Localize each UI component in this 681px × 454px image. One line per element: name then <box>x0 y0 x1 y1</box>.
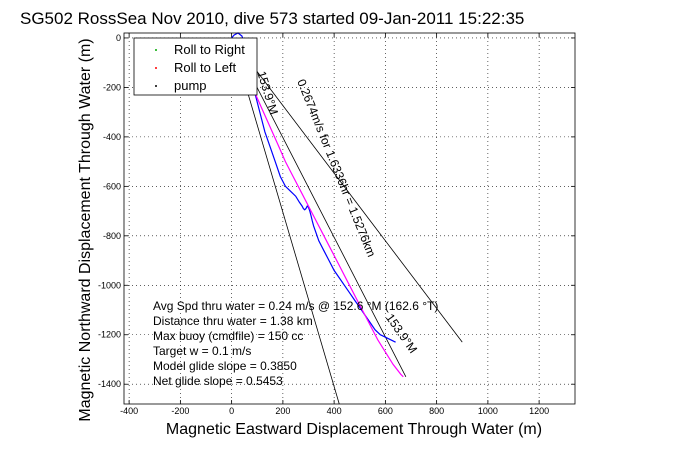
x-tick-label: 800 <box>429 406 444 416</box>
x-tick-label: 200 <box>275 406 290 416</box>
reference-lines <box>231 37 463 405</box>
y-tick-label: -200 <box>103 82 121 92</box>
y-tick-label: -1000 <box>98 280 121 290</box>
stat-line-2: Max buoy (cmdfile) = 150 cc <box>153 329 303 343</box>
reference-line-c <box>231 37 407 377</box>
y-tick-label: -1400 <box>98 379 121 389</box>
stat-line-3: Target w = 0.1 m/s <box>153 344 251 358</box>
legend-marker-roll-left <box>155 67 157 69</box>
x-tick-label: 1200 <box>529 406 549 416</box>
y-tick-label: -600 <box>103 181 121 191</box>
x-tick-label: 400 <box>327 406 342 416</box>
x-tick-label: 0 <box>229 406 234 416</box>
legend: Roll to Right Roll to Left pump <box>133 37 258 96</box>
legend-label-roll-right: Roll to Right <box>174 42 245 57</box>
x-axis-title: Magnetic Eastward Displacement Through W… <box>166 421 542 438</box>
stat-line-0: Avg Spd thru water = 0.24 m/s @ 152.6 °M… <box>153 299 438 313</box>
y-tick-label: 0 <box>116 33 121 43</box>
legend-label-roll-left: Roll to Left <box>174 60 237 75</box>
y-tick-label: -1200 <box>98 330 121 340</box>
series <box>231 32 404 378</box>
x-tick-label: 1000 <box>478 406 498 416</box>
chart-title: SG502 RossSea Nov 2010, dive 573 started… <box>20 9 524 28</box>
reference-line-b <box>231 37 463 343</box>
ticks: -400 -200 0 200 400 600 800 1000 1200 0 -200 -400 -6… <box>98 33 575 416</box>
legend-marker-roll-right <box>155 49 157 51</box>
legend-label-pump: pump <box>174 78 207 93</box>
series-line-1 <box>232 40 404 378</box>
plot-frame <box>123 32 576 405</box>
y-tick-label: -800 <box>103 231 121 241</box>
stat-line-4: Model glide slope = 0.3850 <box>153 359 297 373</box>
x-tick-label: 600 <box>378 406 393 416</box>
x-tick-label: -400 <box>120 406 138 416</box>
stat-line-1: Distance thru water = 1.38 km <box>153 314 313 328</box>
y-tick-label: -400 <box>103 132 121 142</box>
y-axis-title: Magnetic Northward Displacement Through … <box>77 38 94 421</box>
x-tick-label: -200 <box>171 406 189 416</box>
reference-line-a <box>231 37 340 405</box>
stat-line-5: Net glide slope = 0.5453 <box>153 374 283 388</box>
stats-block: Avg Spd thru water = 0.24 m/s @ 152.6 °M… <box>153 299 438 388</box>
legend-box <box>133 37 258 96</box>
legend-marker-pump <box>155 85 157 87</box>
